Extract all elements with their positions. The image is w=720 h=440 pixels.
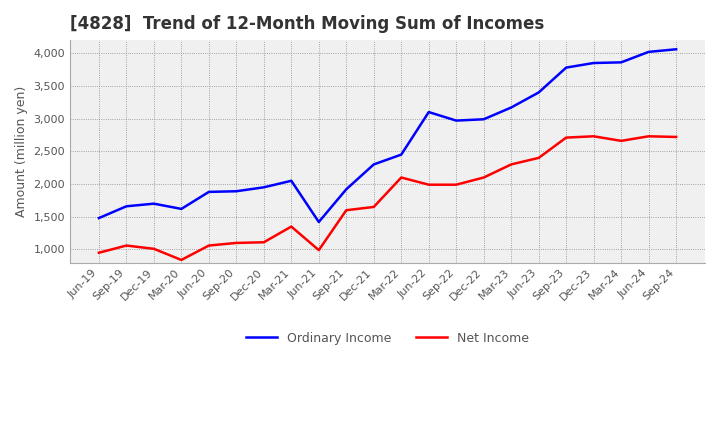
Ordinary Income (232, 189, 240, 194)
Net Income (177, 257, 186, 263)
Ordinary Income (204, 189, 213, 194)
Y-axis label: Amount (million yen): Amount (million yen) (15, 86, 28, 217)
Ordinary Income (644, 49, 653, 55)
Net Income (315, 247, 323, 253)
Net Income (342, 208, 351, 213)
Ordinary Income (452, 118, 461, 123)
Ordinary Income (562, 65, 570, 70)
Net Income (644, 134, 653, 139)
Ordinary Income (397, 152, 405, 157)
Net Income (534, 155, 543, 161)
Net Income (232, 240, 240, 246)
Net Income (259, 240, 268, 245)
Net Income (94, 250, 103, 255)
Ordinary Income (177, 206, 186, 212)
Ordinary Income (534, 90, 543, 95)
Line: Ordinary Income: Ordinary Income (99, 49, 676, 222)
Net Income (672, 134, 680, 139)
Ordinary Income (507, 105, 516, 110)
Net Income (369, 204, 378, 209)
Legend: Ordinary Income, Net Income: Ordinary Income, Net Income (240, 327, 534, 350)
Net Income (204, 243, 213, 248)
Net Income (562, 135, 570, 140)
Net Income (287, 224, 296, 229)
Ordinary Income (315, 220, 323, 225)
Ordinary Income (369, 162, 378, 167)
Line: Net Income: Net Income (99, 136, 676, 260)
Net Income (150, 246, 158, 251)
Ordinary Income (122, 204, 131, 209)
Net Income (617, 138, 626, 143)
Net Income (452, 182, 461, 187)
Ordinary Income (342, 187, 351, 192)
Text: [4828]  Trend of 12-Month Moving Sum of Incomes: [4828] Trend of 12-Month Moving Sum of I… (70, 15, 544, 33)
Net Income (424, 182, 433, 187)
Ordinary Income (259, 185, 268, 190)
Ordinary Income (617, 60, 626, 65)
Ordinary Income (94, 216, 103, 221)
Ordinary Income (590, 60, 598, 66)
Ordinary Income (424, 110, 433, 115)
Net Income (122, 243, 131, 248)
Net Income (480, 175, 488, 180)
Net Income (590, 134, 598, 139)
Ordinary Income (150, 201, 158, 206)
Ordinary Income (480, 117, 488, 122)
Net Income (507, 162, 516, 167)
Net Income (397, 175, 405, 180)
Ordinary Income (287, 178, 296, 183)
Ordinary Income (672, 47, 680, 52)
